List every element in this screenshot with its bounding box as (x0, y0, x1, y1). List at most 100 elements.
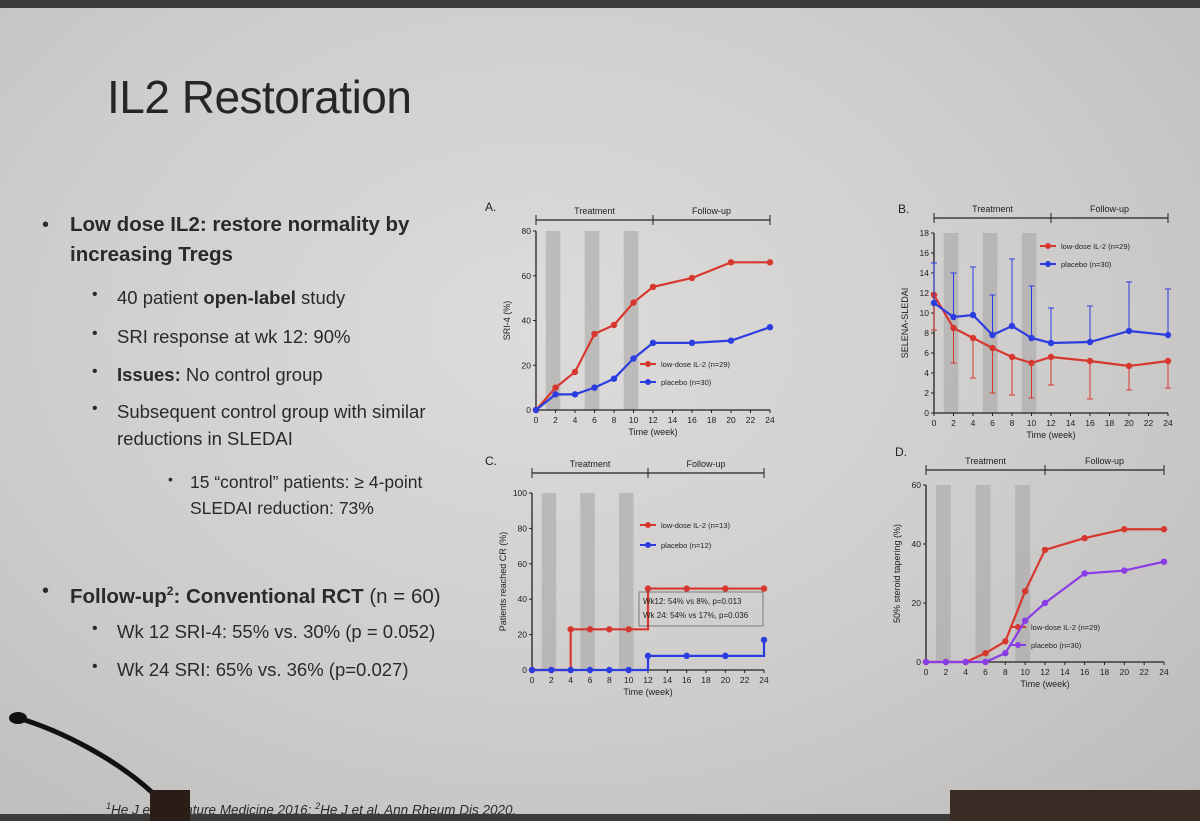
treatment-shade (1015, 485, 1031, 662)
bullet-dot-icon: • (92, 658, 98, 675)
data-point (606, 666, 613, 674)
bullet-dot-icon: • (168, 471, 173, 487)
data-point (1021, 588, 1029, 595)
y-tick-label: 2 (924, 388, 929, 398)
x-tick-label: 22 (1144, 418, 1154, 428)
x-tick-label: 16 (1085, 418, 1095, 428)
x-tick-label: 0 (530, 675, 535, 685)
treatment-shade (623, 231, 639, 410)
y-tick-label: 60 (522, 271, 532, 281)
data-point (942, 658, 950, 666)
data-point (683, 585, 690, 592)
bullet-subsequent-control: Subsequent control group with similar re… (117, 401, 426, 449)
series-line-blue (532, 639, 766, 672)
data-point (591, 384, 598, 391)
x-tick-label: 22 (746, 415, 756, 425)
data-point (586, 666, 594, 674)
x-tick-label: 0 (534, 415, 539, 425)
x-tick-label: 18 (701, 675, 711, 685)
x-tick-label: 10 (629, 415, 639, 425)
treatment-shade (935, 485, 951, 662)
x-tick-label: 8 (607, 675, 612, 685)
data-point (722, 652, 729, 660)
data-point (1047, 339, 1055, 347)
data-point (683, 652, 690, 660)
microphone (9, 712, 190, 821)
bullet-dot-icon: • (92, 400, 98, 417)
y-tick-label: 40 (522, 316, 532, 326)
x-tick-label: 24 (765, 415, 775, 425)
x-tick-label: 6 (983, 667, 988, 677)
legend-label: low-dose IL-2 (n=29) (1031, 623, 1100, 632)
x-tick-label: 18 (1105, 418, 1115, 428)
legend-label: placebo (n=30) (1031, 641, 1082, 650)
legend-swatch-dot (645, 379, 651, 385)
data-point (1086, 357, 1094, 365)
x-tick-label: 0 (932, 418, 937, 428)
panel-label: A. (485, 200, 496, 214)
x-axis-label: Time (week) (1026, 430, 1075, 440)
data-point (610, 375, 618, 382)
bullet-dot-icon: • (92, 363, 98, 380)
treatment-shade (1021, 233, 1037, 413)
series-line-blue (933, 302, 1169, 345)
treatment-shade (982, 233, 998, 413)
legend-swatch-dot (645, 542, 651, 548)
legend-label: placebo (n=30) (661, 378, 712, 387)
panel-label: B. (898, 202, 909, 216)
treatment-shade (619, 493, 634, 670)
data-point (1028, 334, 1035, 342)
y-tick-label: 40 (912, 539, 922, 549)
x-axis-label: Time (week) (1020, 679, 1069, 689)
legend-swatch-dot (645, 361, 651, 367)
data-point (1086, 338, 1094, 346)
panel-label: D. (895, 445, 907, 459)
footnote: 1He J et al. Nature Medicine 2016; 2He J… (106, 801, 517, 814)
data-point (1008, 353, 1016, 361)
x-tick-label: 4 (963, 667, 968, 677)
x-tick-label: 24 (759, 675, 769, 685)
x-tick-label: 12 (1046, 418, 1056, 428)
legend-swatch-dot (1015, 642, 1021, 648)
bullet-open-label: 40 patient open-label study (117, 287, 346, 308)
x-tick-label: 2 (943, 667, 948, 677)
data-point (567, 626, 574, 633)
series-line-red (535, 261, 770, 411)
data-point (760, 636, 768, 644)
y-tick-label: 0 (924, 408, 929, 418)
phase-label-follow-up: Follow-up (692, 206, 731, 216)
legend-label: placebo (n=30) (1061, 260, 1112, 269)
x-tick-label: 6 (592, 415, 597, 425)
data-point (969, 334, 977, 342)
data-point (1081, 570, 1088, 577)
x-tick-label: 8 (612, 415, 617, 425)
legend-swatch-dot (645, 522, 651, 528)
y-tick-label: 6 (924, 348, 929, 358)
x-tick-label: 20 (726, 415, 736, 425)
data-point (649, 339, 657, 347)
x-tick-label: 14 (668, 415, 678, 425)
series-line-blue (535, 326, 771, 411)
x-tick-label: 24 (1159, 667, 1169, 677)
data-point (532, 406, 540, 414)
y-tick-label: 0 (526, 405, 531, 415)
y-tick-label: 100 (513, 488, 527, 498)
data-point (1081, 534, 1088, 542)
data-point (1002, 649, 1009, 657)
slide-title: IL2 Restoration (107, 71, 412, 123)
data-point (625, 626, 632, 633)
data-point (950, 313, 957, 321)
treatment-shade (580, 493, 595, 670)
x-tick-label: 6 (588, 675, 593, 685)
data-point (982, 658, 989, 666)
y-axis-label: Patients reached CR (%) (498, 532, 508, 632)
phase-label-follow-up: Follow-up (1085, 456, 1124, 466)
data-point (571, 391, 579, 398)
data-point (625, 666, 632, 674)
data-point (950, 324, 957, 332)
y-tick-label: 0 (916, 657, 921, 667)
treatment-shade (541, 493, 557, 670)
x-tick-label: 16 (687, 415, 697, 425)
bullet-wk24: Wk 24 SRI: 65% vs. 36% (p=0.027) (117, 659, 409, 680)
